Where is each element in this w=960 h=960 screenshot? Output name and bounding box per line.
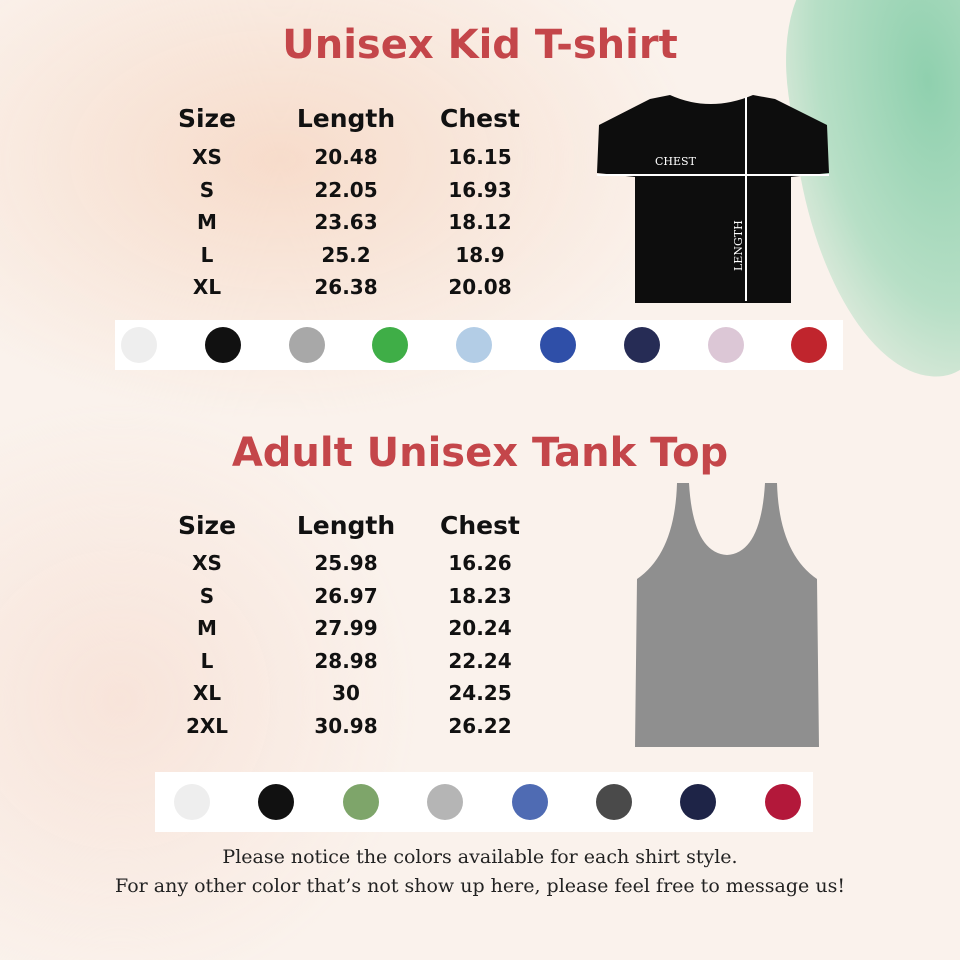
color-swatch [623, 327, 660, 363]
table-cell: 20.08 [448, 275, 512, 299]
color-swatch [596, 784, 632, 820]
chest-label: CHEST [655, 155, 697, 168]
column-header: Size [177, 104, 237, 133]
color-swatch [540, 327, 576, 363]
table-cell: XS [192, 145, 222, 169]
tank-title: Adult Unisex Tank Top [231, 430, 729, 476]
color-swatch [764, 784, 801, 820]
table-cell: L [200, 648, 214, 673]
table-cell: 16.93 [448, 177, 512, 202]
table-cell: 26.38 [314, 275, 378, 299]
table-cell: 26.22 [448, 714, 512, 738]
footer-line-1: Please notice the colors available for e… [222, 846, 738, 868]
table-cell: 18.23 [448, 583, 512, 608]
table-cell: 2XL [185, 714, 229, 738]
table-cell: 22.05 [314, 177, 378, 202]
color-swatch [258, 784, 295, 820]
color-swatch [288, 327, 325, 363]
color-swatch [121, 327, 157, 363]
kid-title: Unisex Kid T-shirt [282, 22, 678, 68]
table-cell: XL [192, 275, 222, 299]
column-header: Size [177, 511, 237, 540]
table-cell: L [200, 242, 214, 267]
table-cell: XL [192, 681, 222, 706]
tshirt-diagram: CHEST LENGTH [597, 95, 829, 303]
table-cell: 25.98 [314, 551, 378, 575]
color-swatch [427, 784, 464, 820]
table-cell: 30.98 [314, 714, 378, 738]
footer-line-2: For any other color that’s not show up h… [115, 875, 845, 897]
table-cell: 23.63 [314, 210, 378, 234]
length-label: LENGTH [732, 220, 745, 271]
table-cell: 20.24 [448, 616, 512, 641]
color-swatch [791, 327, 828, 363]
table-cell: 27.99 [314, 616, 378, 641]
table-cell: 24.25 [448, 681, 512, 706]
tank-color-swatches [155, 772, 813, 832]
color-swatch [372, 327, 409, 363]
table-cell: XS [192, 551, 222, 575]
table-cell: 16.15 [448, 145, 512, 169]
column-header: Chest [440, 511, 520, 540]
table-cell: 28.98 [314, 648, 378, 673]
color-swatch [680, 784, 717, 820]
table-cell: S [199, 177, 215, 202]
table-cell: S [199, 583, 215, 608]
tank-top-image [635, 483, 819, 747]
table-cell: M [197, 616, 217, 641]
column-header: Length [296, 104, 396, 133]
table-cell: 18.9 [455, 242, 505, 267]
table-cell: 22.24 [448, 648, 512, 673]
table-cell: 25.2 [321, 242, 371, 267]
color-swatch [174, 784, 210, 820]
table-cell: 20.48 [314, 145, 378, 169]
table-cell: 16.26 [448, 551, 512, 575]
kid-color-swatches [115, 320, 843, 370]
column-header: Chest [440, 104, 520, 133]
color-swatch [342, 784, 379, 820]
table-cell: 30 [332, 681, 360, 706]
table-cell: 26.97 [314, 583, 378, 608]
color-swatch [707, 327, 744, 363]
color-swatch [204, 327, 241, 363]
column-header: Length [296, 511, 396, 540]
color-swatch [456, 327, 493, 363]
table-cell: M [197, 210, 217, 234]
table-cell: 18.12 [448, 210, 512, 234]
color-swatch [511, 784, 548, 820]
